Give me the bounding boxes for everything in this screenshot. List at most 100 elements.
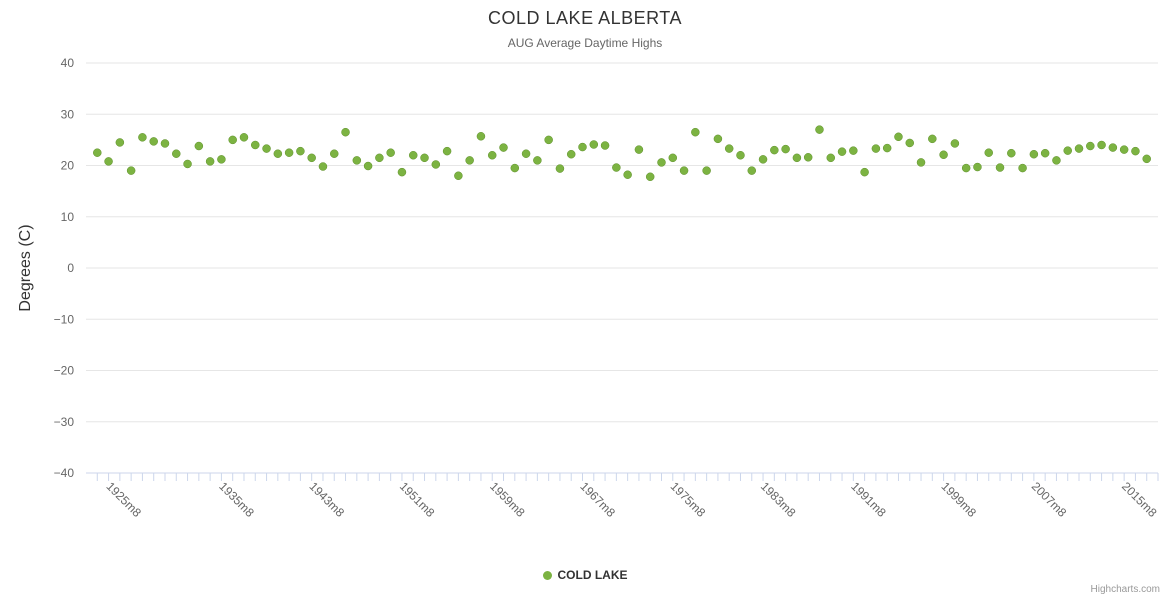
data-point[interactable] bbox=[1142, 154, 1151, 164]
data-point[interactable] bbox=[228, 135, 237, 145]
data-point[interactable] bbox=[1119, 145, 1129, 154]
data-point[interactable] bbox=[104, 157, 113, 166]
data-point[interactable] bbox=[160, 139, 170, 148]
data-point[interactable] bbox=[194, 141, 204, 151]
data-point[interactable] bbox=[183, 159, 192, 169]
x-axis-tick-label: 1959m8 bbox=[487, 479, 528, 520]
data-point[interactable] bbox=[860, 167, 869, 177]
data-point[interactable] bbox=[849, 146, 858, 155]
data-point[interactable] bbox=[408, 151, 418, 160]
data-point[interactable] bbox=[736, 151, 745, 160]
data-point[interactable] bbox=[995, 163, 1005, 172]
data-point[interactable] bbox=[758, 155, 768, 164]
data-point[interactable] bbox=[397, 167, 407, 177]
data-point[interactable] bbox=[284, 148, 294, 157]
credits-link[interactable]: Highcharts.com bbox=[1090, 584, 1160, 595]
data-point[interactable] bbox=[420, 153, 429, 163]
data-point[interactable] bbox=[375, 153, 384, 163]
data-point[interactable] bbox=[273, 149, 283, 158]
data-point[interactable] bbox=[724, 144, 734, 153]
data-point[interactable] bbox=[330, 149, 339, 158]
data-point[interactable] bbox=[770, 145, 779, 155]
data-point[interactable] bbox=[781, 144, 790, 154]
data-point[interactable] bbox=[713, 134, 723, 144]
data-point[interactable] bbox=[1074, 144, 1084, 153]
data-point[interactable] bbox=[578, 142, 587, 152]
data-point[interactable] bbox=[1007, 148, 1016, 158]
data-point[interactable] bbox=[476, 132, 486, 141]
data-point[interactable] bbox=[533, 156, 542, 165]
data-point[interactable] bbox=[939, 150, 948, 159]
data-point[interactable] bbox=[623, 170, 632, 179]
data-point[interactable] bbox=[1097, 140, 1106, 150]
data-point[interactable] bbox=[487, 151, 497, 160]
data-point[interactable] bbox=[894, 132, 903, 142]
data-point[interactable] bbox=[442, 146, 452, 156]
data-point[interactable] bbox=[521, 149, 531, 158]
data-point[interactable] bbox=[363, 161, 373, 171]
data-point[interactable] bbox=[239, 133, 249, 142]
data-point[interactable] bbox=[138, 133, 147, 142]
data-point[interactable] bbox=[803, 153, 813, 162]
data-point[interactable] bbox=[499, 143, 508, 152]
data-point[interactable] bbox=[905, 138, 914, 148]
data-point[interactable] bbox=[1040, 148, 1050, 158]
data-point[interactable] bbox=[1131, 146, 1140, 156]
data-point[interactable] bbox=[205, 157, 215, 166]
data-point[interactable] bbox=[950, 139, 960, 148]
data-point[interactable] bbox=[1063, 146, 1072, 155]
data-point[interactable] bbox=[837, 147, 847, 156]
data-point[interactable] bbox=[702, 166, 711, 175]
legend-item-cold-lake[interactable]: COLD LAKE bbox=[0, 568, 1170, 582]
data-point[interactable] bbox=[928, 134, 937, 144]
data-point[interactable] bbox=[341, 127, 350, 137]
data-point[interactable] bbox=[984, 148, 993, 157]
data-point[interactable] bbox=[916, 158, 926, 167]
data-point[interactable] bbox=[386, 148, 395, 157]
legend-marker-icon bbox=[542, 570, 552, 580]
data-point[interactable] bbox=[126, 166, 136, 175]
data-point[interactable] bbox=[826, 153, 836, 163]
data-point[interactable] bbox=[217, 155, 226, 164]
data-point[interactable] bbox=[1052, 156, 1061, 165]
data-point[interactable] bbox=[262, 144, 271, 153]
data-point[interactable] bbox=[612, 163, 621, 172]
data-point[interactable] bbox=[149, 137, 158, 146]
data-point[interactable] bbox=[882, 143, 892, 153]
data-point[interactable] bbox=[815, 125, 824, 134]
data-point[interactable] bbox=[510, 163, 520, 173]
data-point[interactable] bbox=[566, 149, 576, 159]
data-point[interactable] bbox=[251, 140, 260, 150]
data-point[interactable] bbox=[691, 127, 700, 137]
data-point[interactable] bbox=[1108, 143, 1118, 152]
data-point[interactable] bbox=[465, 156, 474, 165]
data-point[interactable] bbox=[1018, 163, 1027, 173]
data-point[interactable] bbox=[172, 149, 181, 158]
data-point[interactable] bbox=[1086, 141, 1095, 151]
data-point[interactable] bbox=[296, 146, 305, 156]
data-point[interactable] bbox=[657, 158, 666, 167]
data-point[interactable] bbox=[318, 162, 328, 171]
data-point[interactable] bbox=[634, 145, 644, 154]
data-point[interactable] bbox=[747, 166, 757, 175]
data-point[interactable] bbox=[115, 138, 125, 147]
data-point[interactable] bbox=[1029, 149, 1039, 159]
data-point[interactable] bbox=[544, 135, 553, 145]
data-point[interactable] bbox=[352, 156, 362, 165]
data-point[interactable] bbox=[668, 153, 678, 163]
data-point[interactable] bbox=[600, 141, 610, 150]
data-point[interactable] bbox=[871, 144, 881, 153]
data-point[interactable] bbox=[679, 166, 689, 175]
data-point[interactable] bbox=[645, 172, 655, 182]
data-point[interactable] bbox=[555, 164, 565, 173]
data-point[interactable] bbox=[431, 160, 441, 169]
data-point[interactable] bbox=[93, 148, 102, 157]
legend-label: COLD LAKE bbox=[557, 568, 628, 582]
data-point[interactable] bbox=[961, 163, 971, 173]
data-point[interactable] bbox=[973, 162, 982, 172]
data-point[interactable] bbox=[307, 153, 316, 163]
data-point[interactable] bbox=[792, 153, 802, 163]
data-point[interactable] bbox=[589, 140, 599, 149]
data-point[interactable] bbox=[454, 171, 463, 180]
